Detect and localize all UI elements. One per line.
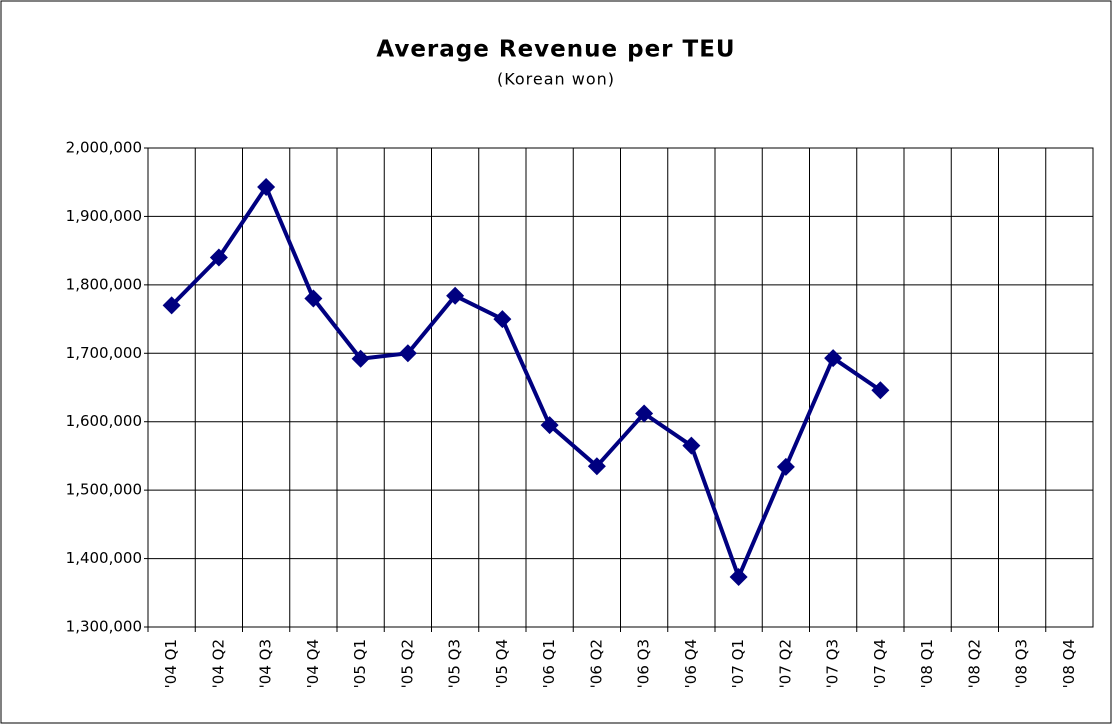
x-tick-label: '06 Q2 xyxy=(587,639,605,688)
y-tick-label: 2,000,000 xyxy=(66,139,142,157)
x-tick-label: '07 Q3 xyxy=(824,639,842,688)
marker xyxy=(209,248,228,267)
x-tick-label: '06 Q4 xyxy=(682,639,700,688)
x-tick-label: '05 Q2 xyxy=(398,639,416,688)
x-tick-label: '08 Q1 xyxy=(918,639,936,688)
x-tick-label: '04 Q2 xyxy=(209,639,227,688)
y-tick-label: 1,600,000 xyxy=(66,412,142,430)
marker xyxy=(776,457,795,476)
chart-title: Average Revenue per TEU xyxy=(376,37,735,63)
marker xyxy=(257,178,276,197)
marker xyxy=(682,436,701,455)
marker xyxy=(304,289,323,308)
y-tick-label: 1,900,000 xyxy=(66,207,142,225)
marker xyxy=(446,286,465,305)
x-tick-label: '08 Q4 xyxy=(1060,639,1078,688)
x-tick-label: '05 Q1 xyxy=(351,639,369,688)
marker xyxy=(398,344,417,363)
x-tick-label: '07 Q2 xyxy=(776,639,794,688)
y-tick-label: 1,800,000 xyxy=(66,275,142,293)
x-tick-label: '08 Q2 xyxy=(965,639,983,688)
x-tick-label: '07 Q1 xyxy=(729,639,747,688)
y-tick-label: 1,400,000 xyxy=(66,549,142,567)
marker xyxy=(587,457,606,476)
series-line xyxy=(170,185,882,580)
chart-subtitle: (Korean won) xyxy=(497,70,615,89)
x-tick-label: '07 Q4 xyxy=(871,639,889,688)
x-tick-label: '04 Q3 xyxy=(257,639,275,688)
x-tick-label: '06 Q3 xyxy=(635,639,653,688)
marker xyxy=(493,310,512,329)
y-tick-label: 1,500,000 xyxy=(66,481,142,499)
marker xyxy=(824,349,843,368)
marker xyxy=(635,404,654,423)
marker xyxy=(540,416,559,435)
x-tick-label: '05 Q3 xyxy=(446,639,464,688)
x-tick-label: '04 Q4 xyxy=(304,639,322,688)
marker xyxy=(729,568,748,587)
x-tick-label: '04 Q1 xyxy=(162,639,180,688)
marker xyxy=(351,349,370,368)
x-tick-label: '05 Q4 xyxy=(493,639,511,688)
marker xyxy=(871,381,890,400)
x-tick-label: '08 Q3 xyxy=(1013,639,1031,688)
y-tick-label: 1,700,000 xyxy=(66,344,142,362)
plot-border xyxy=(147,147,1094,628)
x-tick-label: '06 Q1 xyxy=(540,639,558,688)
marker xyxy=(162,296,181,315)
y-tick-label: 1,300,000 xyxy=(66,618,142,636)
